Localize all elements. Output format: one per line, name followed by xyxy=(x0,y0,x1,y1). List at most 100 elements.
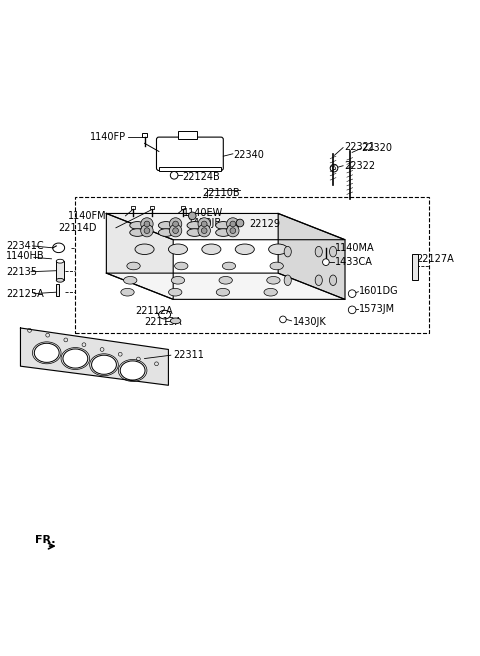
Circle shape xyxy=(189,212,196,220)
Circle shape xyxy=(169,224,182,237)
Text: 22135: 22135 xyxy=(6,267,37,277)
Bar xyxy=(412,254,418,280)
Ellipse shape xyxy=(284,275,291,285)
Circle shape xyxy=(227,224,239,237)
Text: 1601DG: 1601DG xyxy=(360,286,399,296)
Ellipse shape xyxy=(202,244,221,255)
Polygon shape xyxy=(107,213,345,239)
Text: 22320: 22320 xyxy=(362,142,393,153)
Circle shape xyxy=(348,306,356,314)
Text: 22110B: 22110B xyxy=(202,188,240,198)
Circle shape xyxy=(236,219,244,227)
Ellipse shape xyxy=(170,318,181,323)
Ellipse shape xyxy=(168,289,182,296)
Polygon shape xyxy=(107,273,345,299)
Text: 22340: 22340 xyxy=(233,150,264,160)
Ellipse shape xyxy=(123,276,137,284)
Polygon shape xyxy=(107,213,173,299)
Polygon shape xyxy=(21,328,168,385)
Ellipse shape xyxy=(264,289,277,296)
Text: 22129: 22129 xyxy=(250,219,280,229)
Polygon shape xyxy=(278,213,345,299)
Bar xyxy=(181,206,185,209)
Ellipse shape xyxy=(158,229,174,236)
Circle shape xyxy=(280,316,286,323)
Text: 22113A: 22113A xyxy=(144,317,182,327)
Ellipse shape xyxy=(171,276,185,284)
Bar xyxy=(131,206,134,209)
Circle shape xyxy=(198,218,210,230)
Circle shape xyxy=(170,171,178,179)
Circle shape xyxy=(230,221,236,227)
Text: 22124B: 22124B xyxy=(183,172,220,182)
Circle shape xyxy=(201,221,207,227)
Circle shape xyxy=(144,228,150,234)
Bar xyxy=(56,283,59,296)
Ellipse shape xyxy=(219,276,232,284)
Text: 22311: 22311 xyxy=(173,350,204,360)
Circle shape xyxy=(198,224,210,237)
Ellipse shape xyxy=(135,244,154,255)
Circle shape xyxy=(141,224,153,237)
Ellipse shape xyxy=(216,289,229,296)
Ellipse shape xyxy=(216,229,231,236)
Text: 1573JM: 1573JM xyxy=(360,304,396,314)
Circle shape xyxy=(141,218,153,230)
Text: 1430JK: 1430JK xyxy=(292,318,326,327)
Circle shape xyxy=(201,228,207,234)
Ellipse shape xyxy=(168,244,188,255)
Circle shape xyxy=(169,218,182,230)
Text: 22341C: 22341C xyxy=(6,241,44,251)
Ellipse shape xyxy=(329,275,336,285)
Ellipse shape xyxy=(329,247,336,257)
Circle shape xyxy=(333,167,336,169)
Circle shape xyxy=(227,218,239,230)
Ellipse shape xyxy=(269,244,288,255)
Text: 1433CA: 1433CA xyxy=(336,257,373,267)
Ellipse shape xyxy=(216,222,231,229)
Text: 1140HB: 1140HB xyxy=(6,251,45,262)
Text: 1140FP: 1140FP xyxy=(90,132,126,142)
Bar xyxy=(75,197,429,333)
Ellipse shape xyxy=(56,259,64,263)
Circle shape xyxy=(330,164,338,172)
Ellipse shape xyxy=(222,262,236,270)
Ellipse shape xyxy=(284,247,291,257)
Text: 22125A: 22125A xyxy=(6,289,44,298)
Ellipse shape xyxy=(187,229,202,236)
Ellipse shape xyxy=(270,262,283,270)
Ellipse shape xyxy=(130,229,145,236)
Ellipse shape xyxy=(34,343,59,362)
Ellipse shape xyxy=(175,262,188,270)
Ellipse shape xyxy=(92,355,116,375)
Text: 22321: 22321 xyxy=(344,142,375,152)
Ellipse shape xyxy=(121,289,134,296)
Ellipse shape xyxy=(158,222,174,229)
Text: 1140EW: 1140EW xyxy=(183,209,223,218)
FancyBboxPatch shape xyxy=(156,137,223,171)
Bar xyxy=(56,261,64,280)
Circle shape xyxy=(348,290,356,297)
Text: 1140FM: 1140FM xyxy=(68,211,107,221)
Circle shape xyxy=(230,228,236,234)
Bar xyxy=(150,206,154,209)
Text: 22322: 22322 xyxy=(344,161,375,171)
Bar xyxy=(178,131,197,140)
Bar xyxy=(142,133,147,137)
Ellipse shape xyxy=(267,276,280,284)
Text: 1140MA: 1140MA xyxy=(336,243,375,253)
Circle shape xyxy=(173,221,179,227)
Ellipse shape xyxy=(315,247,323,257)
Ellipse shape xyxy=(130,222,145,229)
Circle shape xyxy=(144,221,150,227)
Ellipse shape xyxy=(120,361,145,380)
Text: FR.: FR. xyxy=(35,535,55,545)
Ellipse shape xyxy=(187,222,202,229)
Text: 22127A: 22127A xyxy=(417,254,455,264)
Text: 1430JB: 1430JB xyxy=(188,218,222,228)
Bar xyxy=(324,245,328,248)
Ellipse shape xyxy=(235,244,254,255)
Ellipse shape xyxy=(127,262,140,270)
Ellipse shape xyxy=(56,278,64,282)
Ellipse shape xyxy=(63,349,88,368)
